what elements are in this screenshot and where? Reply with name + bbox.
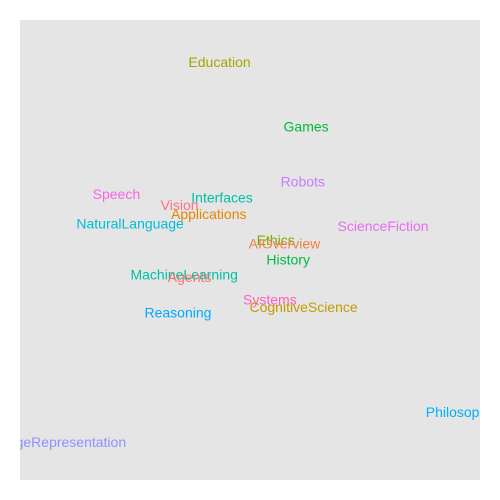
word-label-cognitivescience: CognitiveScience xyxy=(249,299,357,315)
word-label-machinelearning: MachineLearning xyxy=(130,266,237,282)
word-label-naturallanguage: NaturalLanguage xyxy=(76,215,184,231)
word-label-knowledgerepresentation: KnowledgeRepresentation xyxy=(0,434,126,450)
word-label-agents: Agents xyxy=(168,269,212,285)
word-labels: Education Games Robots Speech InterfacesVisi… xyxy=(0,54,495,450)
word-label-applications: Applications xyxy=(171,206,247,222)
word-label-interfaces: Interfaces xyxy=(191,190,252,206)
word-label-history: History xyxy=(266,252,310,268)
word-label-education: Education xyxy=(188,54,250,70)
word-label-reasoning: Reasoning xyxy=(144,305,211,321)
word-label-speech: Speech xyxy=(93,186,140,202)
word-label-robots: Robots xyxy=(281,173,325,189)
word-label-systems: Systems xyxy=(243,292,297,308)
word-label-games: Games xyxy=(284,118,329,134)
plot-panel xyxy=(20,20,480,480)
word-label-ethics: Ethics xyxy=(257,232,295,248)
word-label-vision: Vision xyxy=(161,197,199,213)
word-label-sciencefiction: ScienceFiction xyxy=(338,218,429,234)
word-label-aioverview: AIOverview xyxy=(249,235,321,251)
word-label-philosophy: Philosophy xyxy=(426,404,495,420)
